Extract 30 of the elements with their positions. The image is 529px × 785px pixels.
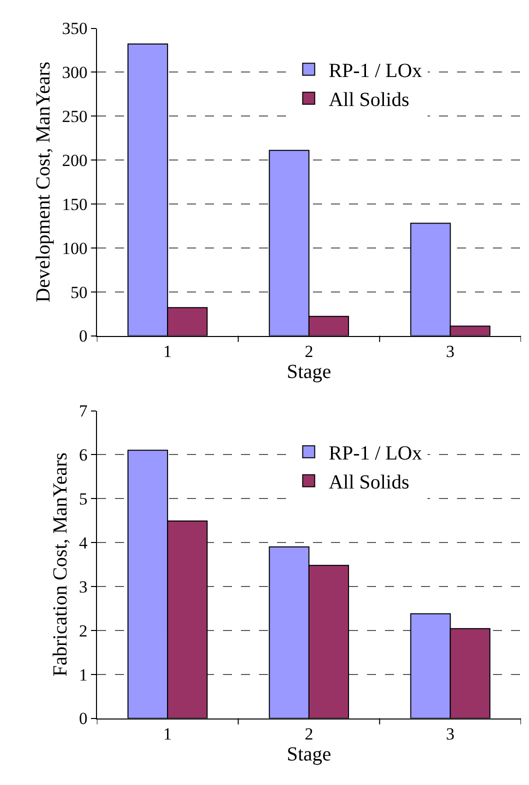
legend-label: RP-1 / LOx [328, 442, 422, 465]
legend-label: RP-1 / LOx [328, 60, 422, 82]
y-tick-label: 3 [78, 577, 88, 596]
x-tick-label: 2 [304, 342, 314, 362]
legend-label: All Solids [328, 472, 410, 494]
y-tick-label: 4 [78, 533, 88, 552]
x-tick-label: 1 [163, 342, 172, 362]
x-axis-title: Stage [286, 361, 332, 384]
x-tick-label: 3 [446, 724, 455, 744]
x-tick-label: 2 [304, 724, 314, 744]
y-tick-label: 6 [78, 446, 88, 465]
x-axis-title: Stage [286, 744, 332, 766]
y-tick-label: 250 [62, 107, 88, 126]
y-tick-label: 50 [70, 282, 88, 302]
y-tick-label: 0 [78, 709, 88, 728]
y-tick-label: 2 [78, 621, 88, 640]
y-tick-label: 5 [78, 490, 88, 509]
y-axis-title: Fabrication Cost, ManYears [49, 452, 72, 677]
y-tick-label: 100 [62, 238, 88, 258]
legend-label: All Solids [328, 89, 410, 112]
y-tick-label: 350 [62, 19, 88, 38]
y-tick-label: 0 [78, 326, 88, 346]
y-tick-label: 200 [62, 150, 88, 170]
y-tick-label: 300 [62, 63, 88, 82]
y-tick-label: 1 [78, 665, 88, 684]
x-tick-label: 1 [163, 724, 172, 744]
x-tick-label: 3 [446, 342, 455, 362]
y-axis-title: Development Cost, ManYears [32, 61, 54, 302]
y-tick-label: 150 [62, 194, 88, 214]
y-tick-label: 7 [78, 402, 88, 421]
